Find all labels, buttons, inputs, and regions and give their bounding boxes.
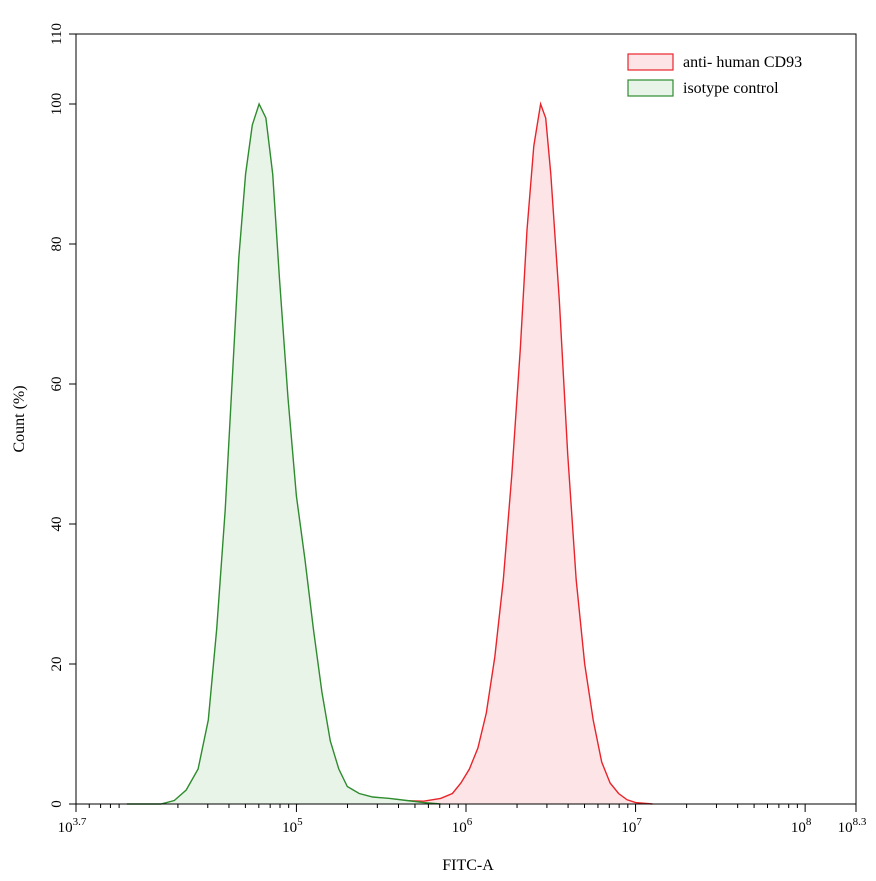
x-tick-label-2: 106 (452, 816, 473, 836)
x-tick-label-3: 107 (621, 816, 642, 836)
y-tick-label-4: 80 (49, 237, 65, 252)
series-area-0 (296, 104, 653, 804)
legend-swatch-0 (627, 53, 674, 71)
x-tick-label-4: 108 (791, 816, 812, 836)
series-line-0 (296, 101, 653, 805)
x-axis: 103.7 105 106 107 108 108.3 (58, 804, 867, 836)
legend: anti- human CD93 isotype control (627, 53, 802, 97)
y-tick-label-6: 110 (49, 23, 65, 45)
y-tick-label-2: 40 (49, 517, 65, 532)
y-tick-label-5: 100 (49, 93, 65, 116)
plot-area (76, 101, 856, 805)
series-line-1 (126, 102, 441, 805)
y-tick-label-3: 60 (49, 377, 65, 392)
x-tick-label-1: 105 (282, 816, 303, 836)
y-axis: 0 20 40 60 80 100 110 (49, 23, 76, 808)
plot-frame (75, 33, 857, 805)
x-tick-label-0: 103.7 (58, 816, 87, 836)
x-tick-label-5: 108.3 (838, 816, 867, 836)
y-tick-label-1: 20 (49, 657, 65, 672)
y-axis-label: Count (%) (11, 385, 28, 452)
legend-label-1: isotype control (683, 80, 779, 97)
legend-label-0: anti- human CD93 (683, 54, 802, 71)
series-area-1 (126, 104, 441, 804)
legend-swatch-1 (627, 79, 674, 97)
y-tick-label-0: 0 (49, 800, 65, 808)
x-axis-label: FITC-A (442, 857, 494, 874)
